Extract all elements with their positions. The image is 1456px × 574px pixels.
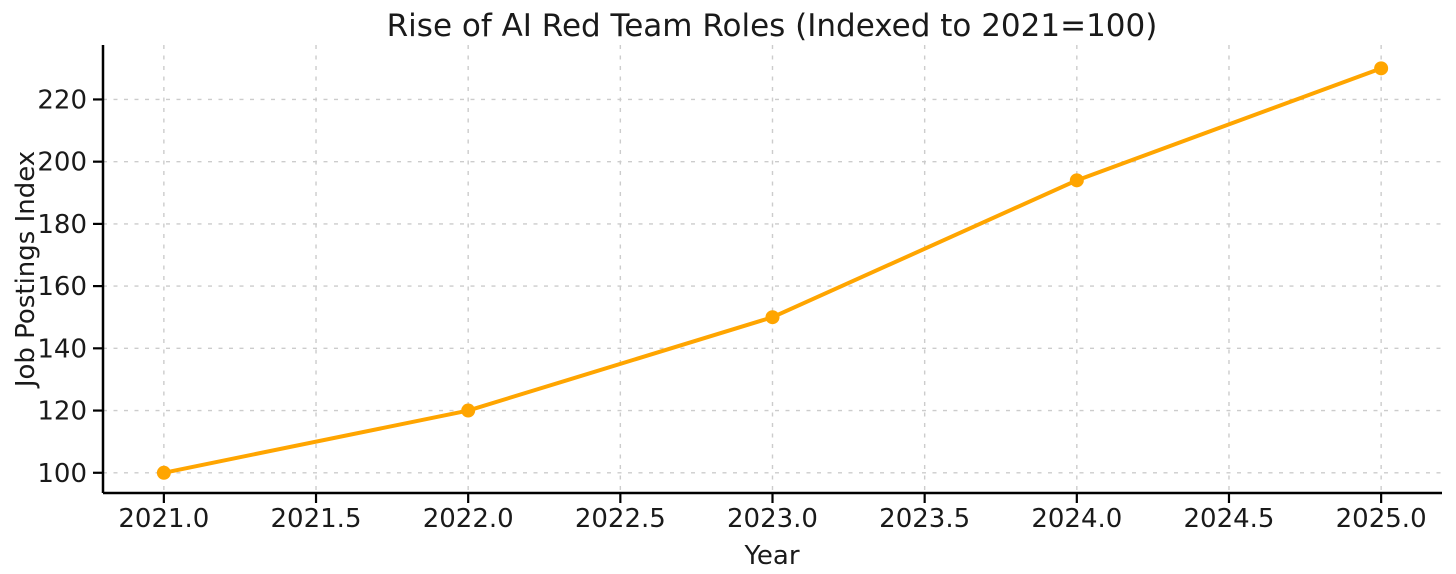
y-tick-label: 220 <box>37 85 87 115</box>
y-tick-label: 140 <box>37 334 87 364</box>
data-point <box>1374 61 1389 76</box>
x-tick-label: 2021.0 <box>118 504 209 534</box>
axis-layer <box>93 45 1442 503</box>
x-tick-label: 2021.5 <box>271 504 362 534</box>
x-tick-label: 2024.5 <box>1183 504 1274 534</box>
series-layer <box>156 61 1389 480</box>
label-layer: Rise of AI Red Team Roles (Indexed to 20… <box>11 8 1427 571</box>
x-tick-label: 2023.5 <box>879 504 970 534</box>
y-axis-label: Job Postings Index <box>11 151 41 389</box>
x-tick-label: 2022.0 <box>423 504 514 534</box>
data-point <box>461 403 476 418</box>
y-tick-label: 100 <box>37 459 87 489</box>
x-tick-label: 2023.0 <box>727 504 818 534</box>
x-tick-label: 2024.0 <box>1031 504 1122 534</box>
y-tick-label: 180 <box>37 210 87 240</box>
y-tick-label: 120 <box>37 397 87 427</box>
x-axis-label: Year <box>743 541 799 571</box>
grid-layer <box>103 45 1442 493</box>
data-point <box>156 465 171 480</box>
data-point <box>765 310 780 325</box>
x-tick-label: 2022.5 <box>575 504 666 534</box>
chart-title: Rise of AI Red Team Roles (Indexed to 20… <box>387 8 1158 44</box>
y-tick-label: 200 <box>37 148 87 178</box>
data-point <box>1069 173 1084 188</box>
x-tick-label: 2025.0 <box>1336 504 1427 534</box>
y-tick-label: 160 <box>37 272 87 302</box>
